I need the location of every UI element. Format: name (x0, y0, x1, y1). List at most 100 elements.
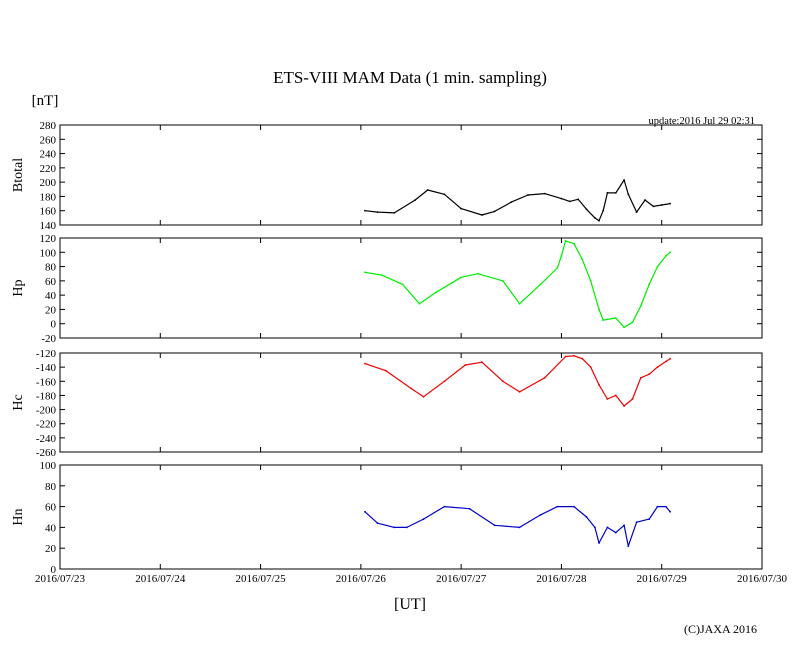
data-point (594, 526, 596, 529)
data-point (385, 369, 387, 372)
y-tick-label: -200 (36, 405, 57, 417)
x-tick-label: 2016/07/25 (236, 573, 287, 585)
data-point (510, 201, 513, 204)
y-tick-label: 60 (45, 502, 57, 514)
x-tick-label: 2016/07/28 (536, 573, 587, 585)
data-point (464, 364, 467, 366)
data-point (623, 179, 625, 181)
y-tick-label: 100 (40, 460, 57, 472)
data-point (614, 192, 617, 194)
data-point (477, 272, 479, 275)
data-point (639, 305, 642, 307)
data-point (443, 505, 446, 508)
x-tick-label: 2016/07/29 (637, 573, 688, 585)
data-point (380, 274, 383, 276)
data-point (606, 526, 609, 529)
data-point (585, 208, 588, 211)
series-line-hp (364, 240, 671, 328)
y-tick-label: 180 (40, 191, 57, 203)
y-tick-label: -240 (36, 433, 57, 445)
unit-label: [nT] (32, 93, 59, 109)
data-point (481, 361, 483, 364)
series-line-hn (364, 506, 671, 547)
data-point (665, 255, 667, 257)
data-point (631, 321, 634, 324)
y-tick-label: -120 (36, 348, 57, 360)
data-point (502, 280, 504, 282)
data-point (581, 357, 584, 360)
data-point (422, 518, 425, 520)
data-point (573, 242, 575, 245)
data-point (376, 211, 379, 214)
data-point (518, 526, 521, 529)
y-tick-label: 80 (45, 481, 57, 493)
data-point (660, 204, 663, 206)
panel-hn: 0 20 40 60 80 100 Hn (11, 460, 763, 576)
data-point (669, 357, 671, 360)
data-point (564, 355, 567, 358)
panel-btotal: 140 160 180 200 220 240 260 280 Btotal (11, 120, 763, 232)
x-tick-label: 2016/07/30 (737, 573, 788, 585)
data-point (598, 308, 600, 311)
data-point (376, 522, 379, 525)
x-tick-label: 2016/07/26 (336, 573, 387, 585)
data-point (669, 202, 671, 205)
data-point (623, 405, 625, 407)
y-tick-label: 40 (45, 522, 57, 534)
data-point (414, 199, 417, 201)
y-tick-label: -20 (41, 333, 56, 345)
y-tick-label: 60 (45, 276, 57, 288)
panel-hp: -20 0 20 40 60 80 100 120 Hp (11, 233, 763, 345)
data-point (481, 214, 483, 216)
data-point (644, 199, 646, 201)
data-point (568, 200, 571, 203)
x-tick-label: 2016/07/24 (135, 573, 186, 585)
data-point (556, 505, 559, 508)
panel-frame (59, 464, 763, 570)
data-point (652, 205, 655, 208)
x-tick-label: 2016/07/27 (436, 573, 487, 585)
data-point (665, 505, 667, 508)
y-tick-label: 20 (45, 543, 57, 555)
data-point (393, 212, 396, 214)
panel-hc: -260 -240 -220 -200 -180 -160 -140 -120 Hc (11, 348, 763, 459)
data-point (606, 192, 609, 194)
data-point (401, 283, 404, 286)
y-tick-label: -180 (36, 390, 57, 402)
y-tick-label: 20 (45, 304, 57, 316)
y-tick-label: 220 (40, 163, 57, 175)
data-point (560, 197, 563, 200)
y-tick-label: 280 (40, 120, 57, 132)
panel-frame (59, 237, 763, 339)
y-tick-label: 40 (45, 290, 57, 302)
data-point (627, 193, 630, 196)
data-point (426, 189, 429, 191)
data-point (502, 380, 504, 383)
data-point (364, 209, 366, 212)
data-point (493, 524, 496, 527)
data-point (656, 366, 659, 368)
data-point (627, 545, 630, 547)
data-point (614, 394, 617, 397)
y-tick-label: 240 (40, 149, 57, 161)
data-point (665, 360, 667, 363)
data-point (656, 505, 659, 508)
data-point (364, 510, 366, 513)
data-point (573, 354, 575, 357)
copyright-text: (C)JAXA 2016 (684, 622, 757, 636)
data-point (393, 526, 396, 529)
data-point (602, 209, 605, 212)
y-tick-label: -160 (36, 376, 57, 388)
panel-frame (59, 352, 763, 453)
data-point (443, 380, 446, 383)
data-point (564, 240, 567, 242)
data-point (422, 395, 425, 398)
data-point (410, 387, 412, 390)
data-point (606, 398, 609, 400)
data-point (623, 326, 625, 329)
y-axis-label-hn: Hn (11, 508, 26, 525)
x-axis-label: [UT] (394, 596, 426, 613)
data-point (539, 514, 542, 516)
data-point (518, 391, 521, 393)
data-point (539, 283, 542, 286)
